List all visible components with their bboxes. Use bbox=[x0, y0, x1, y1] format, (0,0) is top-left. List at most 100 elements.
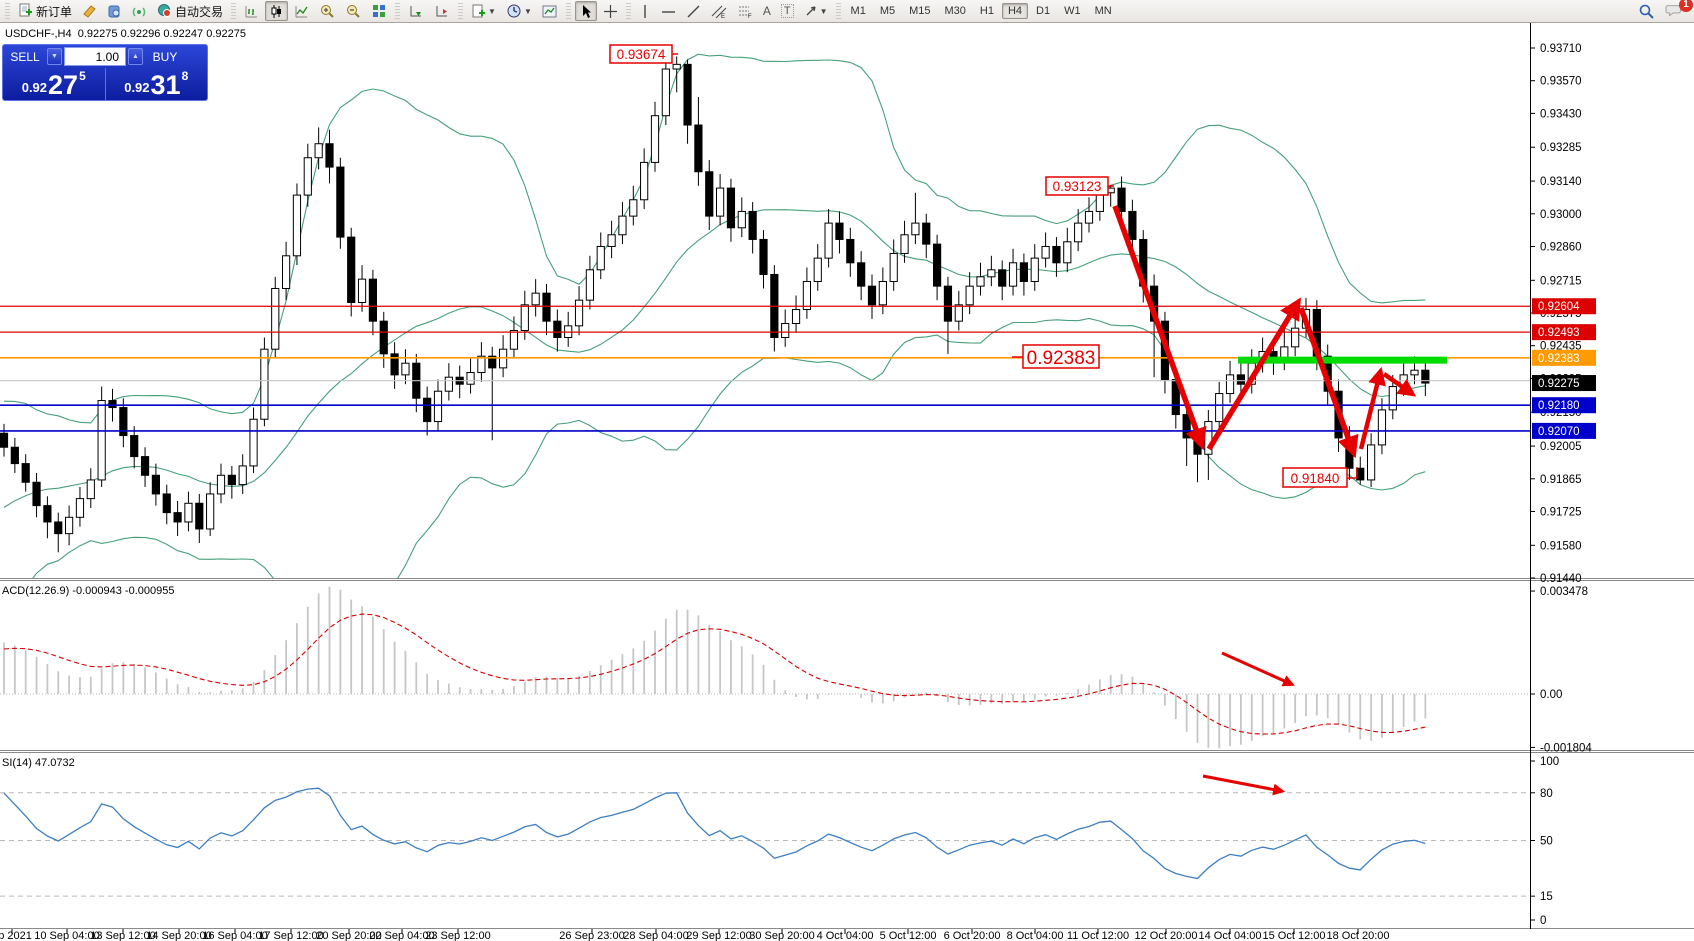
toolbar-grip[interactable] bbox=[835, 3, 841, 19]
sell-price-pip: 5 bbox=[79, 69, 86, 83]
volume-increase-button[interactable]: ▲ bbox=[128, 48, 143, 65]
time-tick-label: 16 Sep 04:00 bbox=[202, 930, 267, 941]
trend-arrow-object[interactable] bbox=[1358, 366, 1386, 450]
candle bbox=[151, 463, 161, 506]
horizontal-line-icon[interactable] bbox=[657, 1, 680, 21]
text-label-icon[interactable]: T bbox=[777, 1, 798, 21]
candle bbox=[943, 276, 953, 354]
trendline-icon[interactable] bbox=[682, 1, 705, 21]
macd-arrow-object[interactable] bbox=[1221, 651, 1295, 687]
candle bbox=[683, 59, 692, 144]
svg-text:0.92604: 0.92604 bbox=[1538, 301, 1580, 313]
candle bbox=[987, 255, 996, 287]
new-order-button[interactable]: 新订单 bbox=[14, 1, 76, 21]
timeframe-button-mn[interactable]: MN bbox=[1094, 5, 1112, 17]
new-order-label: 新订单 bbox=[36, 4, 73, 19]
candle bbox=[857, 251, 866, 301]
chevron-down-icon: ▼ bbox=[523, 6, 532, 16]
timeframe-button-w1[interactable]: W1 bbox=[1064, 5, 1081, 17]
equidistant-channel-icon[interactable]: E bbox=[707, 1, 731, 21]
rsi-label: SI(14) 47.0732 bbox=[2, 757, 75, 769]
timeframe-button-m15[interactable]: M15 bbox=[909, 5, 931, 17]
tile-windows-icon[interactable] bbox=[367, 1, 391, 21]
zoom-out-icon[interactable] bbox=[341, 1, 365, 21]
toolbar-grip[interactable] bbox=[231, 3, 237, 19]
candle bbox=[195, 493, 204, 543]
price-annotation-label[interactable]: 0.93123 bbox=[1045, 176, 1114, 196]
candle bbox=[21, 454, 30, 492]
candle bbox=[585, 255, 594, 310]
candle bbox=[1008, 248, 1018, 296]
candlestick-icon[interactable] bbox=[265, 1, 289, 21]
sell-button[interactable]: SELL bbox=[10, 49, 40, 64]
trade-toolbar-group: 新订单 自动交易 bbox=[13, 0, 228, 22]
toolbar-grip[interactable] bbox=[458, 3, 464, 19]
candle bbox=[640, 148, 649, 210]
metaeditor-icon[interactable] bbox=[78, 1, 101, 21]
autotrading-button[interactable]: 自动交易 bbox=[153, 1, 227, 21]
vertical-line-icon[interactable] bbox=[635, 1, 655, 21]
cursor-icon[interactable] bbox=[574, 1, 597, 21]
candle bbox=[444, 363, 453, 401]
text-icon[interactable]: A bbox=[762, 4, 771, 18]
toolbar-grip[interactable] bbox=[395, 3, 401, 19]
price-tick-label: 0.91580 bbox=[1540, 540, 1582, 552]
bollinger-band-line bbox=[3, 209, 1426, 508]
timeframe-button-m30[interactable]: M30 bbox=[944, 5, 966, 17]
candle bbox=[368, 269, 377, 336]
volume-decrease-button[interactable]: ▼ bbox=[47, 48, 62, 65]
candle bbox=[878, 267, 887, 315]
rsi-panel[interactable] bbox=[0, 774, 1530, 897]
candle bbox=[119, 398, 128, 448]
search-icon[interactable] bbox=[1634, 1, 1659, 21]
trend-arrow-object[interactable] bbox=[1298, 307, 1359, 459]
rsi-arrow-object[interactable] bbox=[1202, 774, 1286, 796]
bollinger-band-line bbox=[3, 53, 1426, 424]
price-annotation-label[interactable]: 0.91840 bbox=[1282, 467, 1358, 488]
period-icon[interactable]: ▼ bbox=[502, 1, 536, 21]
trend-arrow-object[interactable] bbox=[1382, 372, 1417, 397]
chart-canvas[interactable]: 0.93674 0.93123 0.92383 0.91840 0.93710 0.935… bbox=[0, 23, 1694, 941]
volume-input[interactable]: 1.00 bbox=[64, 47, 126, 66]
toolbar-grip[interactable] bbox=[5, 3, 10, 19]
indicator-axis-label: -0.001804 bbox=[1540, 742, 1592, 754]
candle bbox=[314, 127, 323, 170]
indicators-icon[interactable] bbox=[538, 1, 562, 21]
signals-icon[interactable] bbox=[128, 1, 151, 21]
arrows-dropdown-icon[interactable]: ▼ bbox=[800, 1, 832, 21]
timeframe-button-d1[interactable]: D1 bbox=[1036, 5, 1051, 17]
buy-price[interactable]: 0.92 31 8 bbox=[106, 68, 208, 100]
timeframe-button-m5[interactable]: M5 bbox=[879, 5, 896, 17]
candle bbox=[97, 386, 106, 487]
trend-arrow-object[interactable] bbox=[1112, 205, 1207, 451]
zoom-in-icon[interactable] bbox=[315, 1, 339, 21]
toolbar-grip[interactable] bbox=[625, 3, 631, 19]
candle bbox=[726, 178, 736, 242]
macd-panel[interactable] bbox=[0, 586, 1530, 749]
new-chart-icon[interactable]: ▼ bbox=[467, 1, 500, 21]
candle bbox=[336, 157, 345, 249]
line-chart-icon[interactable] bbox=[290, 1, 313, 21]
notifications-icon[interactable]: 1 bbox=[1661, 0, 1693, 21]
publisher-icon[interactable] bbox=[103, 1, 126, 21]
auto-scroll-icon[interactable] bbox=[404, 1, 428, 21]
candle bbox=[379, 311, 388, 368]
chart-type-group bbox=[239, 0, 314, 22]
sell-price[interactable]: 0.92 27 5 bbox=[3, 68, 106, 100]
price-axis[interactable]: 0.93710 0.93570 0.93430 0.93285 0.93140 0.930… bbox=[1530, 43, 1596, 927]
toolbar-right: 1 bbox=[1633, 0, 1693, 22]
timeframe-button-m1[interactable]: M1 bbox=[850, 5, 866, 17]
toolbar-grip[interactable] bbox=[565, 3, 571, 19]
chart-shift-icon[interactable] bbox=[430, 1, 454, 21]
timeframe-button-h4[interactable]: H4 bbox=[1001, 3, 1029, 19]
crosshair-icon[interactable] bbox=[599, 1, 622, 21]
main-chart-panel[interactable]: 0.93674 0.93123 0.92383 0.91840 bbox=[0, 44, 1530, 658]
fibonacci-icon[interactable]: F bbox=[733, 1, 757, 21]
price-annotation-label[interactable]: 0.92383 bbox=[1012, 344, 1100, 369]
trend-arrow-object[interactable] bbox=[1206, 297, 1301, 451]
price-annotation-label[interactable]: 0.93674 bbox=[609, 44, 678, 64]
bar-chart-icon[interactable] bbox=[240, 1, 263, 21]
timeframe-button-h1[interactable]: H1 bbox=[979, 5, 994, 17]
buy-button[interactable]: BUY bbox=[152, 49, 178, 64]
